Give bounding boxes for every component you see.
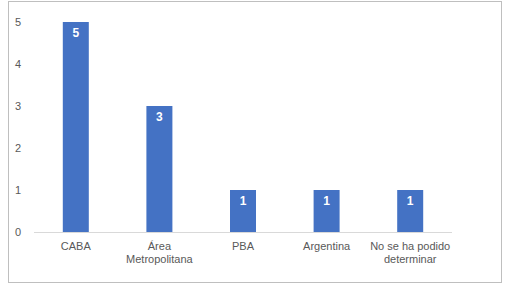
- x-tick-label: No se ha podidodeterminar: [370, 240, 450, 265]
- x-axis-line: [34, 232, 452, 233]
- x-tick-label: ÁreaMetropolitana: [126, 240, 194, 265]
- y-tick-label: 4: [15, 58, 21, 70]
- bar: [314, 190, 340, 232]
- data-label: 1: [407, 194, 414, 208]
- data-label: 5: [72, 26, 79, 40]
- bars: [63, 22, 423, 232]
- data-label: 3: [156, 110, 163, 124]
- chart-frame: [9, 2, 502, 283]
- x-tick-label: PBA: [232, 240, 255, 252]
- bar: [63, 22, 89, 232]
- bar: [397, 190, 423, 232]
- data-label: 1: [323, 194, 330, 208]
- y-tick-label: 3: [15, 100, 21, 112]
- x-tick-label: Argentina: [303, 240, 351, 252]
- y-tick-label: 2: [15, 142, 21, 154]
- chart-container: 0 1 2 3 4 5 5 3 1 1 1 CABA ÁreaMetropolitana PBA Argen…: [0, 0, 509, 286]
- x-tick-label: CABA: [61, 240, 92, 252]
- bar: [230, 190, 256, 232]
- y-tick-label: 0: [15, 226, 21, 238]
- bar: [146, 106, 172, 232]
- y-tick-label: 5: [15, 16, 21, 28]
- chart-svg: 0 1 2 3 4 5 5 3 1 1 1 CABA ÁreaMetropolitana PBA Argen…: [0, 0, 509, 286]
- y-tick-label: 1: [15, 184, 21, 196]
- data-label: 1: [240, 194, 247, 208]
